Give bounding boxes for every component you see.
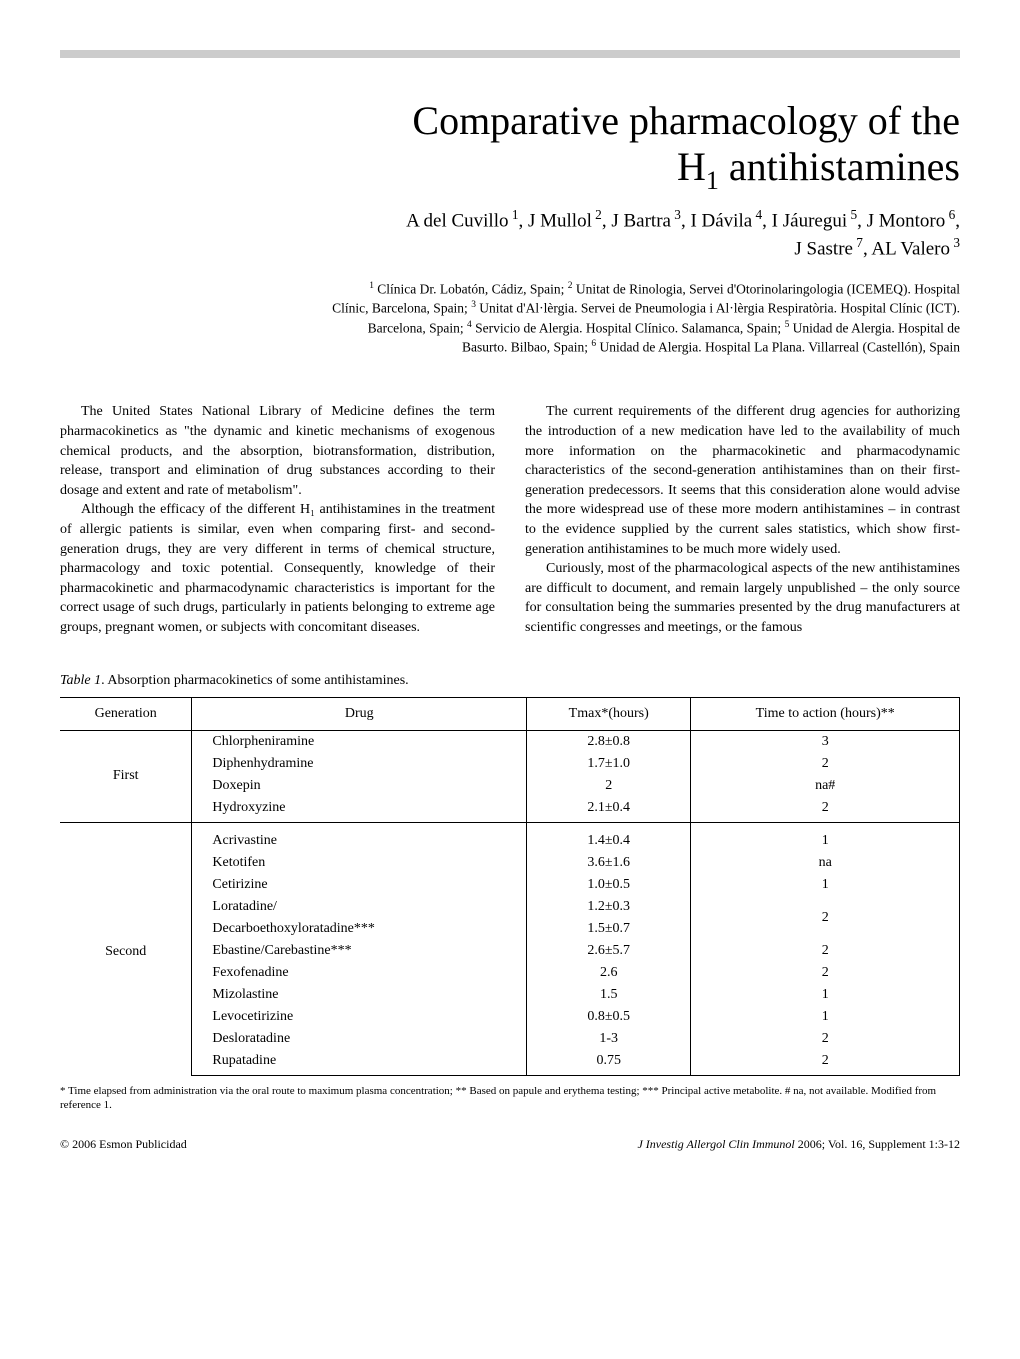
table-row: Rupatadine0.752 [60, 1050, 960, 1076]
article-title: Comparative pharmacology of the H1 antih… [60, 98, 960, 196]
pharmacokinetics-table: Generation Drug Tmax*(hours) Time to act… [60, 697, 960, 1076]
drug-cell: Mizolastine [192, 984, 527, 1006]
title-line1: Comparative pharmacology of the [412, 98, 960, 143]
tmax-cell: 2.1±0.4 [527, 797, 691, 823]
tta-cell: 2 [691, 1050, 960, 1076]
tmax-cell: 2.6 [527, 962, 691, 984]
tmax-cell: 1.0±0.5 [527, 874, 691, 896]
table-row: Mizolastine1.51 [60, 984, 960, 1006]
generation-cell: First [60, 730, 192, 822]
drug-cell: Levocetirizine [192, 1006, 527, 1028]
tmax-cell: 2.8±0.8 [527, 730, 691, 753]
page-footer: © 2006 Esmon Publicidad J Investig Aller… [60, 1137, 960, 1152]
column-right: The current requirements of the differen… [525, 402, 960, 637]
drug-cell: Loratadine/ [192, 896, 527, 918]
drug-cell: Fexofenadine [192, 962, 527, 984]
tta-cell: 2 [691, 896, 960, 940]
table-row: Levocetirizine0.8±0.51 [60, 1006, 960, 1028]
tmax-cell: 0.8±0.5 [527, 1006, 691, 1028]
tmax-cell: 2.6±5.7 [527, 940, 691, 962]
drug-cell: Chlorpheniramine [192, 730, 527, 753]
table-row: SecondAcrivastine1.4±0.41 [60, 822, 960, 852]
drug-cell: Acrivastine [192, 822, 527, 852]
tmax-cell: 1.5±0.7 [527, 918, 691, 940]
tta-cell: 2 [691, 940, 960, 962]
tta-cell: 2 [691, 753, 960, 775]
tta-cell: 2 [691, 797, 960, 823]
tmax-cell: 3.6±1.6 [527, 852, 691, 874]
tmax-cell: 1.4±0.4 [527, 822, 691, 852]
table-row: Ebastine/Carebastine***2.6±5.72 [60, 940, 960, 962]
table-row: Desloratadine1-32 [60, 1028, 960, 1050]
col-generation: Generation [60, 697, 192, 730]
col-tmax: Tmax*(hours) [527, 697, 691, 730]
tta-cell: 1 [691, 1006, 960, 1028]
paragraph: The current requirements of the differen… [525, 402, 960, 559]
tmax-cell: 2 [527, 775, 691, 797]
paragraph: Although the efficacy of the different H… [60, 500, 495, 637]
title-line2: H1 antihistamines [677, 144, 960, 189]
tmax-cell: 1.2±0.3 [527, 896, 691, 918]
tta-cell: 2 [691, 962, 960, 984]
copyright: © 2006 Esmon Publicidad [60, 1137, 187, 1152]
drug-cell: Decarboethoxyloratadine*** [192, 918, 527, 940]
generation-cell: Second [60, 822, 192, 1075]
table-row: Fexofenadine2.62 [60, 962, 960, 984]
tta-cell: 1 [691, 984, 960, 1006]
tta-cell: na [691, 852, 960, 874]
drug-cell: Ebastine/Carebastine*** [192, 940, 527, 962]
drug-cell: Rupatadine [192, 1050, 527, 1076]
paragraph: Curiously, most of the pharmacological a… [525, 559, 960, 637]
col-tta: Time to action (hours)** [691, 697, 960, 730]
tmax-cell: 1.5 [527, 984, 691, 1006]
journal-citation: J Investig Allergol Clin Immunol 2006; V… [637, 1137, 960, 1152]
affiliations: 1 Clínica Dr. Lobatón, Cádiz, Spain; 2 U… [60, 280, 960, 358]
column-left: The United States National Library of Me… [60, 402, 495, 637]
drug-cell: Cetirizine [192, 874, 527, 896]
drug-cell: Doxepin [192, 775, 527, 797]
table-row: Loratadine/1.2±0.32 [60, 896, 960, 918]
drug-cell: Desloratadine [192, 1028, 527, 1050]
table-row: Doxepin2na# [60, 775, 960, 797]
table-row: Hydroxyzine2.1±0.42 [60, 797, 960, 823]
tmax-cell: 0.75 [527, 1050, 691, 1076]
table-row: Ketotifen3.6±1.6na [60, 852, 960, 874]
table-row: Cetirizine1.0±0.51 [60, 874, 960, 896]
col-drug: Drug [192, 697, 527, 730]
paragraph: The United States National Library of Me… [60, 402, 495, 500]
tta-cell: 3 [691, 730, 960, 753]
tta-cell: 1 [691, 822, 960, 852]
body-text-columns: The United States National Library of Me… [60, 402, 960, 637]
table-header-row: Generation Drug Tmax*(hours) Time to act… [60, 697, 960, 730]
drug-cell: Ketotifen [192, 852, 527, 874]
table-caption: Table 1. Absorption pharmacokinetics of … [60, 673, 960, 689]
tta-cell: 2 [691, 1028, 960, 1050]
top-rule-bar [60, 50, 960, 58]
drug-cell: Diphenhydramine [192, 753, 527, 775]
table-footnote: * Time elapsed from administration via t… [60, 1084, 960, 1113]
table-row: Diphenhydramine1.7±1.02 [60, 753, 960, 775]
tmax-cell: 1.7±1.0 [527, 753, 691, 775]
tta-cell: 1 [691, 874, 960, 896]
tta-cell: na# [691, 775, 960, 797]
drug-cell: Hydroxyzine [192, 797, 527, 823]
author-list: A del Cuvillo 1, J Mullol 2, J Bartra 3,… [60, 206, 960, 262]
tmax-cell: 1-3 [527, 1028, 691, 1050]
table-row: FirstChlorpheniramine2.8±0.83 [60, 730, 960, 753]
